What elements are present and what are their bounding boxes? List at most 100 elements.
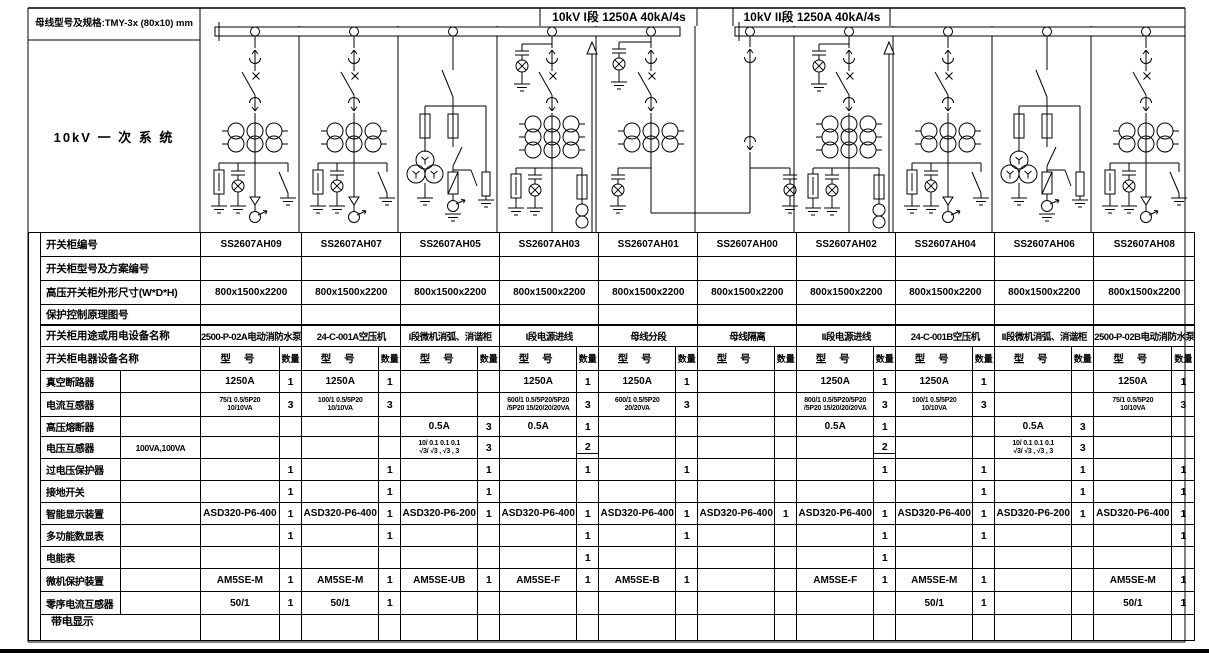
bay2-earth-switch-qty: 1: [378, 480, 402, 503]
bay3-drawing_no: [400, 304, 501, 325]
bay9-earth-switch-model: [994, 480, 1073, 503]
bay6-dimensions: 800x1500x2200: [697, 280, 798, 305]
bay7-zero-ct-model: [796, 591, 875, 615]
bay7-fuse-qty: 1: [873, 416, 897, 437]
bay8-protection-qty: 1: [972, 568, 996, 592]
bay1-fuse-qty: [278, 416, 303, 437]
bay10-protection-model: AM5SE-M: [1093, 568, 1173, 592]
bay4-display-qty: 1: [576, 502, 600, 525]
bay8-ct-model: 100/1 0.5/5P20 10/10VA: [895, 392, 974, 417]
bay10-multimeter-model: [1093, 524, 1173, 547]
bay8-zero-ct-model: 50/1: [895, 591, 974, 615]
bay4-multimeter-qty: 1: [576, 524, 600, 547]
bay1-surge-model: [200, 458, 280, 481]
bay2-energy-meter-model: [301, 546, 380, 569]
bay3-earth-switch-model: [400, 480, 479, 503]
bay5-earth-switch-qty: [675, 480, 699, 503]
bay3-zero-ct-qty: [477, 591, 501, 615]
bay10-surge-qty: 1: [1171, 458, 1196, 481]
bay5-pt-model: [598, 436, 677, 459]
bay8-energy-meter-qty: [972, 546, 996, 569]
bay5-clipped-qty: [675, 614, 699, 641]
bay9-diagram-pt: [1000, 36, 1088, 222]
bay3-multimeter-model: [400, 524, 479, 547]
bay10-zero-ct-model: 50/1: [1093, 591, 1173, 615]
bay1-pt-model: [200, 436, 280, 459]
bay4-qty-header: 数量: [576, 346, 600, 371]
bay3-pt-qty: 3: [477, 436, 501, 459]
bay6-diagram-isolation: [744, 36, 798, 214]
bay6-panel_no: SS2607AH00: [697, 232, 798, 257]
bay3-protection-qty: 1: [477, 568, 501, 592]
bay3-clipped-model: [400, 614, 479, 641]
bay5-fuse-qty: [675, 416, 699, 437]
bay10-dimensions: 800x1500x2200: [1093, 280, 1196, 305]
bay5-ct-qty: 3: [675, 392, 699, 417]
bay6-earth-switch-model: [697, 480, 776, 503]
bay4-clipped-model: [499, 614, 578, 641]
bay3-model_scheme: [400, 256, 501, 281]
bay4-zero-ct-model: [499, 591, 578, 615]
bay8-ct-qty: 3: [972, 392, 996, 417]
bay9-panel_no: SS2607AH06: [994, 232, 1095, 257]
bay9-clipped-qty: [1071, 614, 1095, 641]
bay4-breaker-model: 1250A: [499, 370, 578, 393]
bay1-breaker-qty: 1: [278, 370, 303, 393]
bay3-multimeter-qty: [477, 524, 501, 547]
bay7-pt-model: [796, 436, 875, 459]
spec-table: 开关柜编号 SS2607AH09 SS2607AH07 SS2607AH05 SS260…: [28, 232, 1196, 641]
row-label-ct: 电流互感器: [40, 392, 121, 417]
bay8-drawing_no: [895, 304, 996, 325]
bay5-dimensions: 800x1500x2200: [598, 280, 699, 305]
row-sublabel-earth-switch: [120, 480, 201, 503]
bay6-clipped-qty: [774, 614, 798, 641]
busbar-spec-label: 母线型号及规格:TMY-3x (80x10) mm: [35, 18, 193, 29]
bay8-zero-ct-qty: 1: [972, 591, 996, 615]
bay7-display-qty: 1: [873, 502, 897, 525]
bay5-surge-qty: 1: [675, 458, 699, 481]
bay3-energy-meter-model: [400, 546, 479, 569]
bay10-display-qty: 1: [1171, 502, 1196, 525]
bay1-ct-qty: 3: [278, 392, 303, 417]
bay8-pt-qty: [972, 436, 996, 459]
bay2-purpose: 24-C-001A空压机: [301, 323, 402, 347]
bay8-clipped-model: [895, 614, 974, 641]
bay7-clipped-qty: [873, 614, 897, 641]
bay4-model-header: 型 号: [499, 346, 578, 371]
bay2-ct-qty: 3: [378, 392, 402, 417]
bay2-zero-ct-model: 50/1: [301, 591, 380, 615]
bay8-display-model: ASD320-P6-400: [895, 502, 974, 525]
bay1-drawing_no: [199, 304, 303, 325]
bay1-model-header: 型 号: [200, 346, 280, 371]
bay4-breaker-qty: 1: [576, 370, 600, 393]
bay6-purpose: 母线隔离: [697, 323, 798, 347]
row-label-surge: 过电压保护器: [40, 458, 121, 481]
row-sublabel-ct: [120, 392, 201, 417]
bay6-protection-model: [697, 568, 776, 592]
bay3-zero-ct-model: [400, 591, 479, 615]
bay7-drawing_no: [796, 304, 897, 325]
bay4-pt-qty: 2: [576, 436, 600, 459]
bay8-purpose: 24-C-001B空压机: [895, 323, 996, 347]
bay9-surge-qty: 1: [1071, 458, 1095, 481]
bay5-protection-qty: 1: [675, 568, 699, 592]
bay6-breaker-qty: [774, 370, 798, 393]
bay4-drawing_no: [499, 304, 600, 325]
bay10-pt-qty: [1171, 436, 1196, 459]
bay6-qty-header: 数量: [774, 346, 798, 371]
bay1-pt-qty: [278, 436, 303, 459]
margin-column: [28, 232, 41, 641]
bay2-zero-ct-qty: 1: [378, 591, 402, 615]
bay2-ct-model: 100/1 0.5/5P20 10/10VA: [301, 392, 380, 417]
bay4-earth-switch-qty: [576, 480, 600, 503]
bay7-model-header: 型 号: [796, 346, 875, 371]
bay6-model_scheme: [697, 256, 798, 281]
bay1-clipped-model: [200, 614, 280, 641]
bay1-earth-switch-model: [200, 480, 280, 503]
bay10-multimeter-qty: 1: [1171, 524, 1196, 547]
bay9-purpose: II段微机消弧、消谐柜: [994, 323, 1095, 347]
bay7-model_scheme: [796, 256, 897, 281]
bay4-earth-switch-model: [499, 480, 578, 503]
bay8-breaker-model: 1250A: [895, 370, 974, 393]
bay10-breaker-qty: 1: [1171, 370, 1196, 393]
